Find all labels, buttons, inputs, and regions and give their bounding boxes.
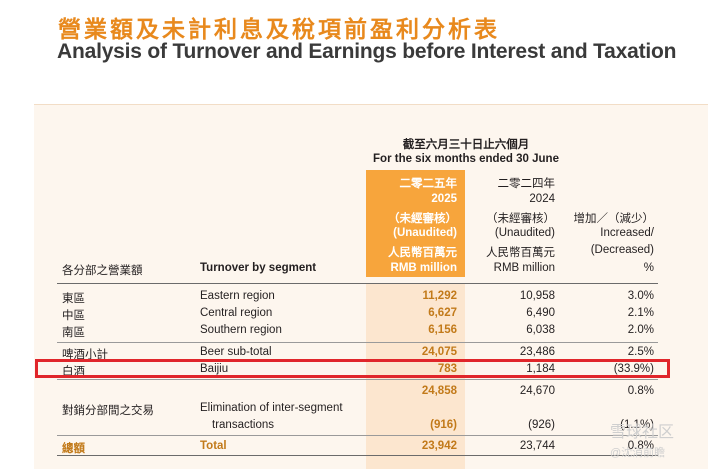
col-change-unit: % bbox=[643, 262, 654, 274]
cell-change: 2.1% bbox=[627, 307, 654, 319]
col-change-increased: Increased/ bbox=[600, 227, 654, 239]
cell-change: 0.8% bbox=[627, 440, 654, 452]
page-title-chinese: 營業額及未計利息及稅項前盈利分析表 bbox=[58, 17, 500, 43]
col-2025-unit-cn: 人民幣百萬元 bbox=[388, 247, 457, 259]
period-header-en: For the six months ended 30 June bbox=[373, 153, 559, 165]
cell-2024: 24,670 bbox=[519, 385, 555, 397]
row-label: Baijiu bbox=[200, 363, 229, 375]
row-label: Southern region bbox=[200, 324, 282, 336]
annotation-highlight-box bbox=[35, 359, 670, 378]
rule-before-subtotal bbox=[57, 342, 658, 343]
row-label-cn: 東區 bbox=[62, 293, 85, 305]
cell-change: 3.0% bbox=[627, 290, 654, 302]
page-title: Analysis of Turnover and Earnings before… bbox=[57, 40, 677, 63]
segment-header-en: Turnover by segment bbox=[200, 262, 317, 274]
col-2024-unaudited-cn: （未經審核） bbox=[486, 213, 555, 225]
cell-2025: 6,627 bbox=[428, 307, 457, 319]
cell-2024: 6,038 bbox=[526, 324, 555, 336]
cell-2025: 24,858 bbox=[421, 385, 457, 397]
col-change-decreased: (Decreased) bbox=[590, 244, 654, 256]
row-label: Eastern region bbox=[200, 290, 275, 302]
rule-before-total bbox=[57, 435, 658, 436]
cell-2025: 6,156 bbox=[428, 324, 457, 336]
cell-2025: (916) bbox=[430, 419, 457, 431]
row-label-cn: 南區 bbox=[62, 327, 85, 339]
col-2024-year-cn: 二零二四年 bbox=[497, 178, 556, 190]
watermark-handle: @沈消前瞻 bbox=[610, 447, 666, 459]
col-2025-unit: RMB million bbox=[390, 262, 457, 274]
header-rule bbox=[57, 283, 658, 284]
col-2025-unaudited-cn: （未經審核） bbox=[388, 213, 457, 225]
col-2024-unit-cn: 人民幣百萬元 bbox=[486, 247, 555, 259]
cell-change: 2.0% bbox=[627, 324, 654, 336]
row-label: Total bbox=[200, 440, 227, 452]
rule-after-total bbox=[57, 455, 658, 456]
row-label-cn: 啤酒小計 bbox=[62, 349, 108, 361]
cell-2025: 23,942 bbox=[421, 440, 457, 452]
cell-2024: 6,490 bbox=[526, 307, 555, 319]
row-label-cn: 中區 bbox=[62, 310, 85, 322]
col-2024-year: 2024 bbox=[529, 193, 555, 205]
cell-2025: 11,292 bbox=[422, 290, 457, 302]
cell-2024: 1,184 bbox=[526, 363, 555, 375]
cell-2025: 783 bbox=[437, 363, 457, 375]
col-change-cn: 增加／（減少） bbox=[573, 213, 655, 225]
col-2024-unaudited: (Unaudited) bbox=[494, 227, 555, 239]
divider bbox=[34, 104, 708, 105]
row-label: Central region bbox=[200, 307, 273, 319]
cell-2024: 10,958 bbox=[519, 290, 555, 302]
col-2025-year: 2025 bbox=[431, 193, 457, 205]
col-2025-unaudited: (Unaudited) bbox=[393, 227, 457, 239]
col-2025-year-cn: 二零二五年 bbox=[399, 178, 458, 190]
cell-change: (1.1%) bbox=[620, 419, 654, 431]
cell-change: 2.5% bbox=[627, 346, 654, 358]
row-label-continued: transactions bbox=[212, 419, 275, 431]
highlight-column-header bbox=[366, 170, 465, 277]
cell-2024: (926) bbox=[528, 419, 555, 431]
segment-header-cn: 各分部之營業額 bbox=[62, 265, 143, 277]
col-2024-unit: RMB million bbox=[493, 262, 555, 274]
row-label: Beer sub-total bbox=[200, 346, 272, 358]
cell-2024: 23,744 bbox=[519, 440, 555, 452]
row-label: Elimination of inter-segment bbox=[200, 402, 343, 414]
row-label-cn: 總額 bbox=[62, 443, 85, 455]
watermark-text: 雪球社区 bbox=[610, 424, 675, 441]
cell-change: (33.9%) bbox=[613, 363, 654, 375]
cell-2024: 23,486 bbox=[519, 346, 555, 358]
period-header-cn: 截至六月三十日止六個月 bbox=[402, 139, 530, 151]
cell-2025: 24,075 bbox=[421, 346, 457, 358]
rule-after-baijiu bbox=[57, 379, 658, 380]
cell-change: 0.8% bbox=[627, 385, 654, 397]
row-label-cn: 對銷分部間之交易 bbox=[62, 405, 154, 417]
